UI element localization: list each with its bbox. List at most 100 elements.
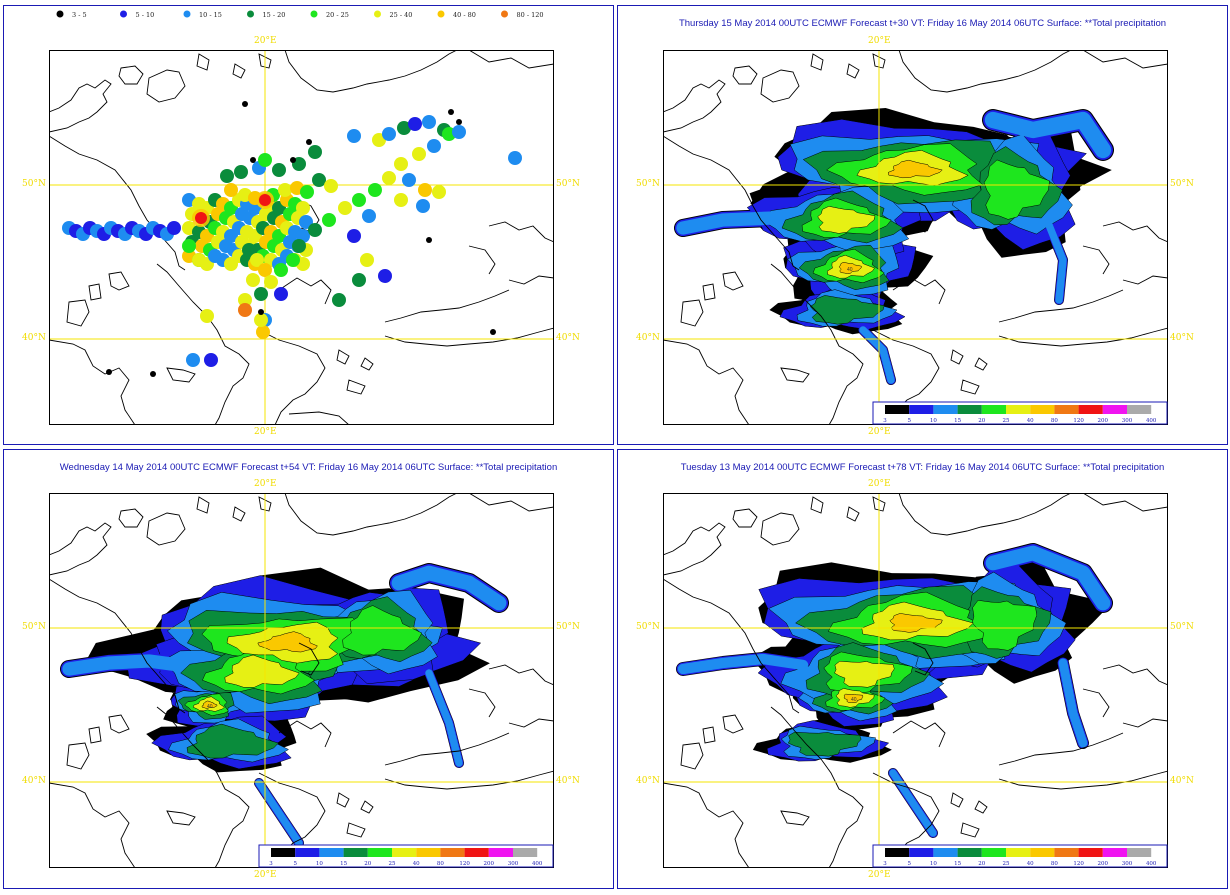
station-small-9: [258, 309, 264, 315]
station-91: [347, 129, 361, 143]
coastline-11: [66, 742, 90, 770]
precip-area-1: [838, 261, 862, 274]
colorbar-swatch-5: [1006, 848, 1031, 857]
colorbar-label-1: 5: [907, 861, 911, 867]
coastline-23: [488, 664, 554, 686]
colorbar-swatch-0: [885, 848, 910, 857]
station-130: [324, 179, 338, 193]
lon-label-top: 20°E: [254, 36, 277, 46]
colorbar-label-9: 200: [1098, 861, 1109, 867]
precip-area-2: [224, 654, 300, 688]
map-layer: 40: [49, 493, 554, 868]
coastline-24: [1082, 245, 1110, 275]
coastline-10: [88, 283, 102, 301]
station-87: [299, 215, 313, 229]
colorbar-label-7: 80: [1051, 418, 1058, 424]
precip-plume-3: [889, 769, 937, 837]
coastline-10: [702, 283, 716, 301]
station-small-0: [242, 101, 248, 107]
station-155: [192, 253, 206, 267]
lon-label-top: 20°E: [868, 479, 891, 489]
coastline-14: [780, 367, 810, 383]
station-113: [360, 253, 374, 267]
coastline-19: [346, 822, 366, 838]
colorbar-label-5: 25: [1003, 418, 1010, 424]
coastline-18: [360, 800, 374, 814]
station-134: [272, 163, 286, 177]
station-100: [412, 147, 426, 161]
coastline-12: [49, 339, 136, 425]
colorbar-label-7: 80: [437, 861, 444, 867]
coastline-19: [960, 379, 980, 395]
station-118: [416, 199, 430, 213]
colorbar-swatch-8: [1078, 405, 1103, 414]
colorbar-label-6: 40: [413, 861, 420, 867]
coastline-22: [384, 327, 554, 347]
coastline-5: [872, 53, 886, 69]
colorbar-swatch-9: [1102, 848, 1127, 857]
colorbar-label-10: 300: [1122, 418, 1133, 424]
coastline-2: [146, 69, 186, 103]
colorbar-swatch-3: [957, 405, 982, 414]
obs-map: [49, 50, 554, 425]
coastline-21: [384, 289, 510, 323]
colorbar-label-4: 20: [978, 418, 985, 424]
station-119: [432, 185, 446, 199]
coastline-9: [108, 271, 130, 291]
station-96: [422, 115, 436, 129]
colorbar-label-10: 300: [508, 861, 519, 867]
panel-observations: 3 - 5 5 - 10 10 - 15 15 - 20 20 - 25 25 - 40 4…: [3, 5, 614, 445]
coastline-11: [680, 299, 704, 327]
colorbar-label-8: 120: [459, 861, 470, 867]
colorbar-swatch-6: [1030, 848, 1055, 857]
colorbar-swatch-4: [981, 848, 1006, 857]
coastline-8: [663, 578, 800, 714]
colorbar-swatch-9: [488, 848, 513, 857]
station-137: [258, 153, 272, 167]
coastline-3: [196, 496, 210, 514]
coastline-8: [49, 578, 186, 714]
station-small-4: [426, 237, 432, 243]
colorbar-label-6: 40: [1027, 861, 1034, 867]
precip-plume-3: [255, 779, 303, 847]
legend-dot-7: [501, 10, 508, 18]
station-157: [274, 287, 288, 301]
station-small-10: [490, 329, 496, 335]
legend-label-6: 40 - 80: [453, 11, 476, 19]
coastline-3: [810, 496, 824, 514]
forecast-t54-map: 40 3 5 10 15 20 25 40 80 120 200 300 400: [49, 493, 554, 868]
coastline-9: [722, 714, 744, 734]
lon-label-top: 20°E: [254, 479, 277, 489]
station-129: [312, 173, 326, 187]
legend-label-5: 25 - 40: [390, 11, 413, 19]
legend-dot-2: [183, 10, 191, 18]
colorbar-label-2: 10: [316, 861, 323, 867]
colorbar-swatch-1: [295, 848, 320, 857]
contour-label: 40: [207, 704, 213, 710]
station-151: [254, 313, 268, 327]
lat-label-50n-right: 50°N: [556, 179, 580, 189]
coastline-22: [384, 770, 554, 790]
precip-area-4: [809, 295, 885, 325]
station-141: [246, 273, 260, 287]
colorbar-swatch-2: [933, 405, 958, 414]
coastline-12: [663, 782, 750, 868]
coastline-3: [810, 53, 824, 71]
colorbar-swatch-8: [1078, 848, 1103, 857]
precip-area-1: [201, 700, 218, 709]
colorbar-swatch-1: [909, 848, 934, 857]
precip-plume-0: [62, 654, 186, 676]
colorbar-label-11: 400: [1146, 418, 1157, 424]
lon-label-bottom: 20°E: [254, 870, 277, 880]
colorbar-label-8: 120: [1073, 418, 1084, 424]
coastline-18: [974, 357, 988, 371]
coastline-4: [846, 506, 860, 522]
map-frame: [663, 50, 1168, 425]
coastline-15: [258, 329, 326, 425]
coastline-13: [156, 706, 250, 868]
coastline-1: [118, 508, 144, 528]
coastline-19: [960, 822, 980, 838]
coastline-7: [468, 493, 554, 512]
colorbar-label-6: 40: [1027, 418, 1034, 424]
colorbar-swatch-7: [1054, 848, 1079, 857]
